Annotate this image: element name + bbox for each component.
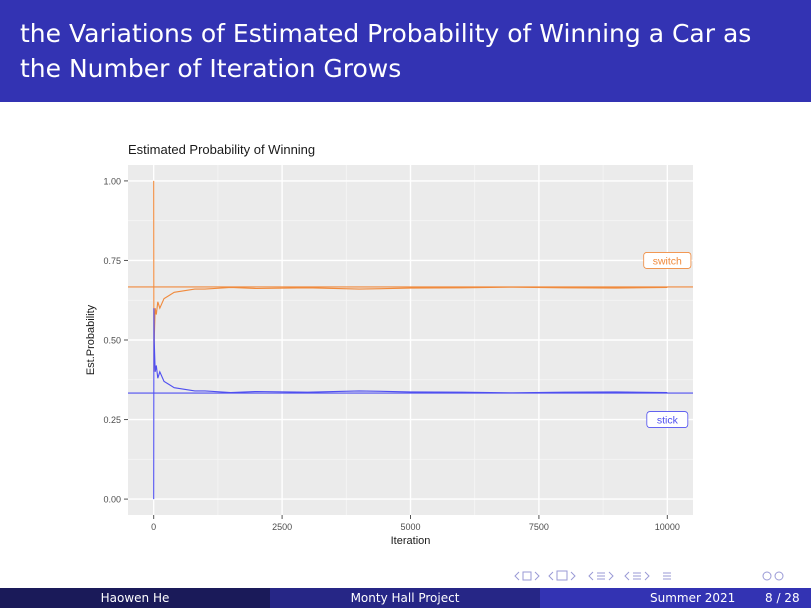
chart-svg: 0.00 0.25 0.50 0.75 1.00 0 2500 5000 7500 10000 sw…: [85, 142, 693, 547]
series-line-stick: [153, 308, 668, 500]
x-tick-label: 5000: [400, 522, 420, 532]
y-axis-label: Est.Probability: [85, 304, 97, 375]
footer-date: Summer 2021: [650, 591, 736, 605]
footer-project: Monty Hall Project: [270, 588, 540, 608]
label-box-switch: [643, 252, 692, 269]
nav-section-icon[interactable]: [597, 572, 605, 580]
nav-right-icon[interactable]: [534, 571, 540, 581]
x-tick-label: 7500: [529, 522, 549, 532]
nav-right-icon[interactable]: [608, 571, 614, 581]
chart-title: Estimated Probability of Winning: [128, 142, 315, 157]
x-tick-label: 10000: [655, 522, 680, 532]
footer-page-number: 8 / 28: [765, 591, 800, 605]
x-tick-label: 0: [151, 522, 156, 532]
y-tick-label: 0.00: [103, 495, 121, 505]
nav-right-icon[interactable]: [570, 571, 576, 581]
series-label-stick: stick: [657, 415, 679, 427]
nav-left-icon[interactable]: [588, 571, 594, 581]
footer: Haowen He Monty Hall Project Summer 2021…: [0, 588, 811, 608]
nav-right-icon[interactable]: [644, 571, 650, 581]
x-tick-label: 2500: [272, 522, 292, 532]
slide-title: the Variations of Estimated Probability …: [20, 19, 752, 83]
series-line-switch: [153, 180, 668, 372]
beamer-navigation: [514, 570, 784, 581]
footer-author: Haowen He: [0, 588, 270, 608]
y-tick-label: 1.00: [103, 176, 121, 186]
nav-document-icon[interactable]: [633, 572, 641, 580]
x-axis-label: Iteration: [391, 535, 431, 547]
nav-left-icon[interactable]: [514, 571, 520, 581]
nav-search-icon[interactable]: [762, 571, 784, 581]
label-box-stick: [646, 411, 689, 428]
nav-left-icon[interactable]: [624, 571, 630, 581]
title-bar: the Variations of Estimated Probability …: [0, 0, 811, 102]
nav-frame-icon[interactable]: [522, 571, 532, 581]
nav-align-icon[interactable]: [663, 572, 671, 580]
nav-subsection-icon[interactable]: [556, 570, 568, 581]
nav-left-icon[interactable]: [548, 571, 554, 581]
y-tick-label: 0.25: [103, 415, 121, 425]
y-tick-label: 0.75: [103, 256, 121, 266]
y-tick-label: 0.50: [103, 336, 121, 346]
series-label-switch: switch: [653, 255, 682, 267]
chart: 0.00 0.25 0.50 0.75 1.00 0 2500 5000 7500 10000 sw…: [80, 132, 720, 552]
footer-right: Summer 2021 8 / 28: [540, 588, 811, 608]
